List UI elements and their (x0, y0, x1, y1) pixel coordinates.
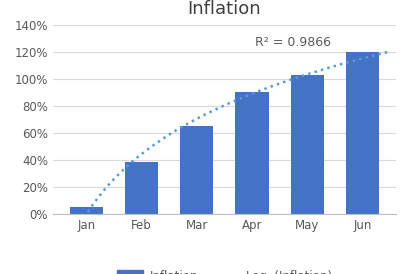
Bar (180, 126, 213, 214)
Text: R² = 0.9866: R² = 0.9866 (255, 36, 331, 49)
Bar (346, 52, 379, 214)
Bar (125, 162, 158, 214)
Bar (291, 75, 324, 214)
Title: Inflation: Inflation (188, 0, 261, 18)
Bar (70, 207, 103, 214)
Bar (235, 92, 268, 214)
Legend: Inflation, Log. (Inflation): Inflation, Log. (Inflation) (112, 265, 337, 274)
